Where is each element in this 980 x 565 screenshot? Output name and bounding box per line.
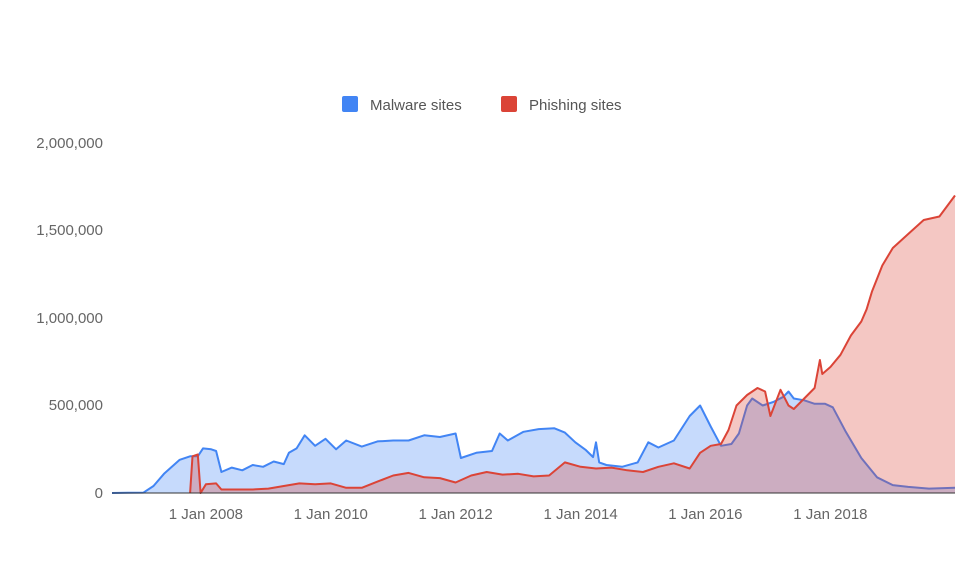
phishing-sites-line[interactable]	[189, 194, 956, 494]
legend-swatch-phishing-sites[interactable]	[501, 96, 517, 112]
y-tick-label: 1,000,000	[36, 310, 103, 327]
x-tick-label: 1 Jan 2008	[169, 506, 243, 523]
x-tick-label: 1 Jan 2014	[543, 506, 617, 523]
malware-sites-line[interactable]	[111, 390, 956, 494]
legend-swatch-malware-sites[interactable]	[342, 96, 358, 112]
y-tick-label: 1,500,000	[36, 222, 103, 239]
x-tick-label: 1 Jan 2012	[418, 506, 492, 523]
x-tick-label: 1 Jan 2010	[294, 506, 368, 523]
legend-label-malware-sites[interactable]: Malware sites	[370, 97, 462, 114]
x-tick-label: 1 Jan 2016	[668, 506, 742, 523]
x-axis-ticks: 1 Jan 2008 1 Jan 2010 1 Jan 2012 1 Jan 2014…	[169, 506, 868, 523]
phishing-sites-area	[190, 195, 956, 493]
x-tick-label: 1 Jan 2018	[793, 506, 867, 523]
y-tick-label: 500,000	[49, 397, 103, 414]
y-tick-label: 2,000,000	[36, 135, 103, 152]
y-tick-label: 0	[95, 485, 103, 502]
legend: Malware sites Phishing sites	[342, 96, 622, 114]
series-layer	[111, 194, 956, 494]
y-axis-ticks: 0 500,000 1,000,000 1,500,000 2,000,000	[36, 135, 103, 502]
legend-label-phishing-sites[interactable]: Phishing sites	[529, 97, 622, 114]
